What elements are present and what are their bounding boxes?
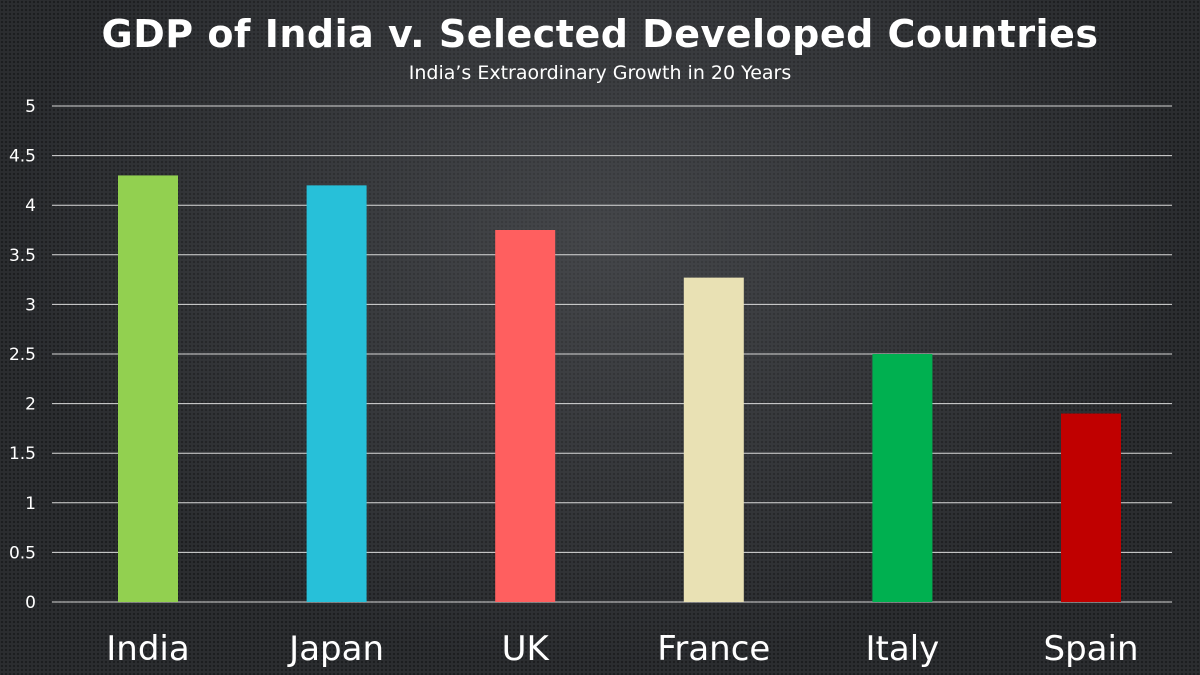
bar-uk (495, 230, 556, 602)
bars (118, 175, 1121, 603)
y-tick-label: 5 (25, 97, 36, 117)
bar-india (118, 175, 178, 602)
y-tick-label: 2.5 (9, 345, 36, 365)
bar-italy (872, 354, 933, 602)
y-tick-label: 4.5 (9, 147, 36, 167)
y-tick-label: 0.5 (9, 543, 36, 563)
y-tick-label: 4 (25, 196, 36, 216)
x-category-label: Italy (866, 629, 940, 669)
y-tick-label: 1.5 (9, 444, 36, 464)
bar-france (683, 277, 744, 602)
bar-spain (1061, 413, 1121, 602)
x-category-label: UK (502, 629, 551, 669)
chart-title: GDP of India v. Selected Developed Count… (101, 12, 1099, 56)
y-tick-label: 2 (25, 395, 36, 415)
x-category-label: France (657, 629, 770, 669)
x-category-label: Spain (1044, 629, 1139, 669)
y-tick-label: 1 (25, 494, 36, 514)
y-tick-label: 3 (25, 295, 36, 315)
x-axis-labels: India Japan UK France Italy Spain (106, 629, 1138, 669)
chart-subtitle: India’s Extraordinary Growth in 20 Years (408, 62, 792, 84)
y-axis-ticks: 0 0.5 1 1.5 2 2.5 3 3.5 4 4.5 5 (9, 97, 36, 613)
x-category-label: Japan (287, 629, 384, 669)
y-tick-label: 3.5 (9, 246, 36, 266)
y-tick-label: 0 (25, 593, 36, 613)
bar-japan (306, 185, 367, 603)
gridlines (52, 105, 1172, 603)
x-category-label: India (106, 629, 189, 669)
